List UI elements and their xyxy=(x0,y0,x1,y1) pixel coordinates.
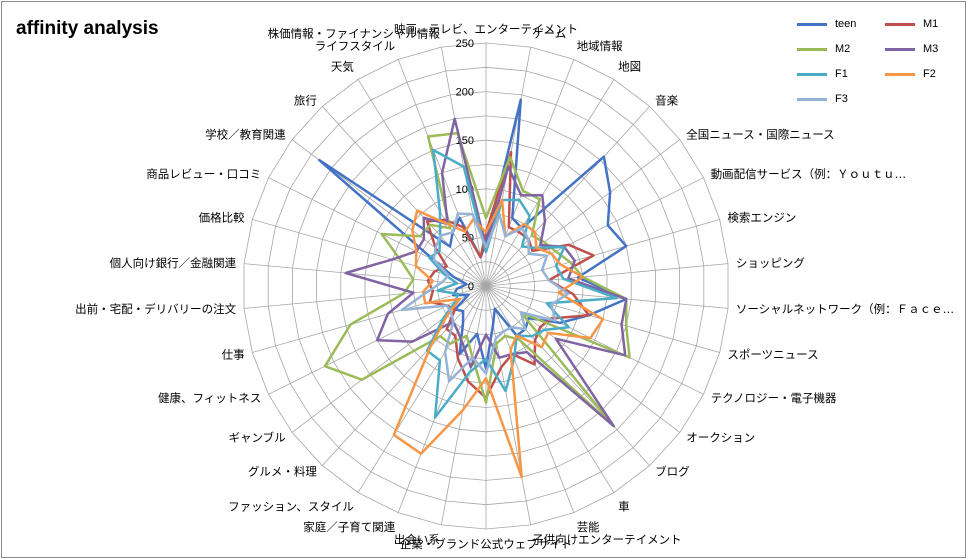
legend-label: M3 xyxy=(923,43,939,55)
category-label: 全国ニュース・国際ニュース xyxy=(686,128,834,142)
legend: teen M1 M2 M3 F1 F2 F3 xyxy=(797,16,962,111)
radial-tick-label: 250 xyxy=(456,38,474,50)
category-label: 学校／教育関連 xyxy=(205,128,286,142)
grid-spoke xyxy=(357,285,487,493)
category-label: 映画、テレビ、エンターテイメント xyxy=(394,22,578,36)
series-line-f2 xyxy=(392,198,605,479)
grid-spoke xyxy=(485,285,681,433)
grid-spoke xyxy=(485,285,615,493)
category-label: ファッション、スタイル xyxy=(228,499,354,513)
category-label: ゲーム xyxy=(532,26,566,40)
legend-item-m2: M2 xyxy=(797,43,850,61)
category-label: オークション xyxy=(686,430,755,444)
grid-spoke xyxy=(485,219,720,287)
category-label: 旅行 xyxy=(294,94,317,108)
category-label: 企業・ブランド公式ウェブサイト xyxy=(400,537,573,551)
category-label: 株価情報・ファイナンシャル情報 xyxy=(268,26,441,40)
category-label: 商品レビュー・口コミ xyxy=(146,167,261,181)
series-line-teen xyxy=(317,98,628,370)
category-label: 価格比較 xyxy=(199,210,245,224)
legend-label: F1 xyxy=(835,68,848,80)
category-label: ソーシャルネットワーク（例：Ｆａｃｅ… xyxy=(736,302,954,316)
grid-spoke xyxy=(485,285,729,309)
category-label: テクノロジー・電子機器 xyxy=(711,391,837,405)
radial-tick-label: 0 xyxy=(468,281,474,293)
category-label: ギャンブル xyxy=(229,430,286,444)
category-label: ショッピング xyxy=(736,256,805,270)
grid-spoke xyxy=(397,285,487,513)
category-label: 地域情報 xyxy=(577,39,623,53)
series-line-f3 xyxy=(400,212,570,383)
legend-swatch xyxy=(885,22,915,26)
series-lines xyxy=(317,98,631,479)
grid-spoke xyxy=(252,285,487,353)
category-label: 健康、フィットネス xyxy=(158,391,261,405)
category-label: 仕事 xyxy=(222,348,245,362)
legend-swatch xyxy=(797,72,827,76)
grid-spoke xyxy=(322,285,487,466)
grid-spoke xyxy=(485,263,729,287)
grid-spoke xyxy=(485,139,681,287)
grid-spoke xyxy=(243,263,487,287)
category-label: 地図 xyxy=(618,60,641,74)
grid-spoke xyxy=(485,285,704,395)
category-label: 動画配信サービス（例：Ｙｏｕｔｕ… xyxy=(711,167,907,181)
grid-spoke xyxy=(485,285,575,513)
legend-label: F2 xyxy=(923,68,936,80)
grid-spoke xyxy=(243,285,487,309)
category-label: ブログ xyxy=(655,465,690,479)
chart-title: affinity analysis xyxy=(16,18,159,39)
grid-spoke xyxy=(357,79,487,287)
legend-item-f2: F2 xyxy=(885,68,936,86)
grid-spoke xyxy=(322,106,487,287)
radar-grid xyxy=(243,42,729,530)
legend-label: teen xyxy=(835,18,857,30)
grid-spoke xyxy=(485,285,650,466)
category-label: 検索エンジン xyxy=(727,210,796,224)
legend-item-f1: F1 xyxy=(797,68,848,86)
radial-tick-label: 200 xyxy=(456,87,474,99)
category-label: ライフスタイル xyxy=(315,39,396,53)
legend-label: M2 xyxy=(835,43,851,55)
legend-swatch xyxy=(885,47,915,51)
category-label: 天気 xyxy=(331,60,354,74)
category-label: 出会い系 xyxy=(394,533,440,547)
category-label: 音楽 xyxy=(655,94,678,108)
legend-label: M1 xyxy=(923,18,939,30)
category-label: 出前・宅配・デリバリーの注文 xyxy=(75,302,236,316)
legend-item-m3: M3 xyxy=(885,43,938,61)
legend-swatch xyxy=(797,47,827,51)
legend-item-f3: F3 xyxy=(797,93,848,111)
legend-swatch xyxy=(885,72,915,76)
series-line-f1 xyxy=(425,148,618,419)
category-label: 車 xyxy=(618,499,630,513)
grid-spoke xyxy=(485,79,615,287)
grid-spoke xyxy=(268,177,487,287)
category-label: グルメ・料理 xyxy=(248,465,317,479)
grid-spoke xyxy=(485,59,575,287)
category-label: 家庭／子育て関連 xyxy=(303,520,395,534)
grid-spoke xyxy=(485,106,650,287)
grid-spoke xyxy=(485,177,704,287)
category-label: スポーツニュース xyxy=(727,348,818,362)
legend-swatch xyxy=(797,97,827,101)
category-label: 子供向けエンターテイメント xyxy=(532,533,682,547)
grid-spoke xyxy=(440,285,487,525)
category-labels: 映画、テレビ、エンターテイメントゲーム地域情報地図音楽全国ニュース・国際ニュース… xyxy=(75,22,954,551)
legend-item-teen: teen xyxy=(797,18,856,36)
category-label: 芸能 xyxy=(577,520,600,534)
legend-label: F3 xyxy=(835,93,848,105)
legend-swatch xyxy=(797,22,827,26)
legend-item-m1: M1 xyxy=(885,18,938,36)
category-label: 個人向け銀行／金融関連 xyxy=(110,256,237,270)
